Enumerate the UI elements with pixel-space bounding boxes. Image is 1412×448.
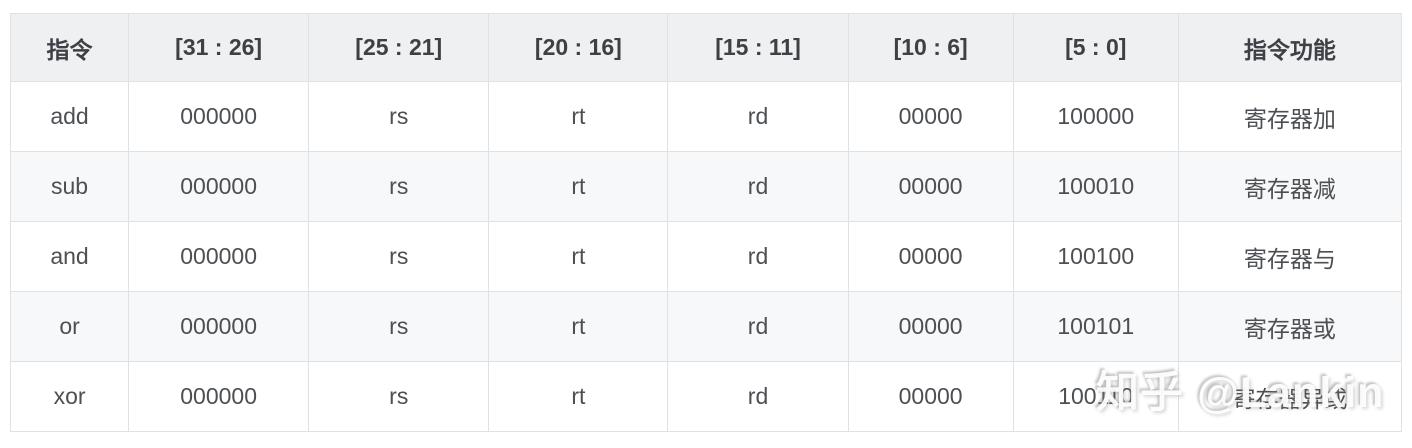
table-cell: 000000 <box>128 221 310 292</box>
table-cell: rt <box>488 151 669 222</box>
table-cell: rs <box>308 81 490 152</box>
column-header: [10 : 6] <box>847 13 1014 82</box>
table-row: add 000000 rs rt rd 00000 100000 寄存器加 <box>9 81 1403 152</box>
table-cell: rt <box>488 221 669 292</box>
table-cell: 00000 <box>847 151 1014 222</box>
column-header: [15 : 11] <box>667 13 849 82</box>
table-cell: rt <box>488 361 669 432</box>
table-cell: rd <box>667 151 849 222</box>
table-cell: 100100 <box>1012 221 1179 292</box>
column-header: 指令 <box>9 13 130 82</box>
table-cell: 寄存器与 <box>1177 221 1403 292</box>
table-cell: rd <box>667 361 849 432</box>
table-row: and 000000 rs rt rd 00000 100100 寄存器与 <box>9 221 1403 292</box>
table-cell: rd <box>667 81 849 152</box>
table-cell: 00000 <box>847 221 1014 292</box>
table-cell: 100101 <box>1012 291 1179 362</box>
table-cell: 000000 <box>128 361 310 432</box>
table-cell: add <box>9 81 130 152</box>
table-body: add 000000 rs rt rd 00000 100000 寄存器加 sub 000000 r… <box>9 81 1403 432</box>
table-cell: 寄存器减 <box>1177 151 1403 222</box>
table-cell: or <box>9 291 130 362</box>
table-cell: 00000 <box>847 291 1014 362</box>
table-cell: 000000 <box>128 81 310 152</box>
column-header: [31 : 26] <box>128 13 310 82</box>
table-cell: 100110 <box>1012 361 1179 432</box>
header-row: 指令 [31 : 26] [25 : 21] [20 : 16] [15 : 11] [1… <box>9 13 1403 82</box>
table-cell: rd <box>667 221 849 292</box>
table-cell: rd <box>667 291 849 362</box>
table-cell: rs <box>308 151 490 222</box>
table-cell: and <box>9 221 130 292</box>
table-cell: rs <box>308 291 490 362</box>
instruction-encoding-table: 指令 [31 : 26] [25 : 21] [20 : 16] [15 : 11] [1… <box>9 13 1403 432</box>
table-cell: rs <box>308 361 490 432</box>
column-header: [25 : 21] <box>308 13 490 82</box>
table-cell: rt <box>488 291 669 362</box>
table-cell: 寄存器或 <box>1177 291 1403 362</box>
table-cell: 000000 <box>128 151 310 222</box>
column-header: [20 : 16] <box>488 13 669 82</box>
table-cell: 寄存器加 <box>1177 81 1403 152</box>
table-cell: rs <box>308 221 490 292</box>
table-row: or 000000 rs rt rd 00000 100101 寄存器或 <box>9 291 1403 362</box>
column-header: 指令功能 <box>1177 13 1403 82</box>
table-row: sub 000000 rs rt rd 00000 100010 寄存器减 <box>9 151 1403 222</box>
table-cell: sub <box>9 151 130 222</box>
table-cell: xor <box>9 361 130 432</box>
table-cell: rt <box>488 81 669 152</box>
table-cell: 100000 <box>1012 81 1179 152</box>
table-row: xor 000000 rs rt rd 00000 100110 寄存器异或 <box>9 361 1403 432</box>
table-cell: 00000 <box>847 81 1014 152</box>
table-cell: 00000 <box>847 361 1014 432</box>
table-cell: 100010 <box>1012 151 1179 222</box>
table-cell: 000000 <box>128 291 310 362</box>
column-header: [5 : 0] <box>1012 13 1179 82</box>
table-cell: 寄存器异或 <box>1177 361 1403 432</box>
